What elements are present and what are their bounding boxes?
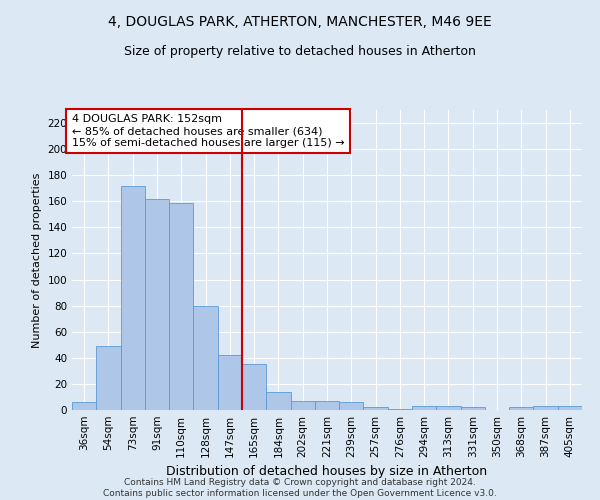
Bar: [461, 408, 485, 410]
X-axis label: Distribution of detached houses by size in Atherton: Distribution of detached houses by size …: [166, 466, 488, 478]
Text: 4 DOUGLAS PARK: 152sqm
← 85% of detached houses are smaller (634)
15% of semi-de: 4 DOUGLAS PARK: 152sqm ← 85% of detached…: [72, 114, 344, 148]
Bar: [96, 346, 121, 410]
Bar: [218, 355, 242, 410]
Bar: [364, 408, 388, 410]
Bar: [509, 408, 533, 410]
Bar: [339, 402, 364, 410]
Y-axis label: Number of detached properties: Number of detached properties: [32, 172, 42, 348]
Bar: [290, 401, 315, 410]
Text: Contains HM Land Registry data © Crown copyright and database right 2024.
Contai: Contains HM Land Registry data © Crown c…: [103, 478, 497, 498]
Bar: [242, 364, 266, 410]
Bar: [388, 408, 412, 410]
Bar: [72, 402, 96, 410]
Bar: [169, 202, 193, 410]
Bar: [436, 406, 461, 410]
Bar: [558, 406, 582, 410]
Bar: [412, 406, 436, 410]
Bar: [266, 392, 290, 410]
Bar: [193, 306, 218, 410]
Bar: [533, 406, 558, 410]
Text: 4, DOUGLAS PARK, ATHERTON, MANCHESTER, M46 9EE: 4, DOUGLAS PARK, ATHERTON, MANCHESTER, M…: [108, 15, 492, 29]
Text: Size of property relative to detached houses in Atherton: Size of property relative to detached ho…: [124, 45, 476, 58]
Bar: [315, 401, 339, 410]
Bar: [121, 186, 145, 410]
Bar: [145, 198, 169, 410]
